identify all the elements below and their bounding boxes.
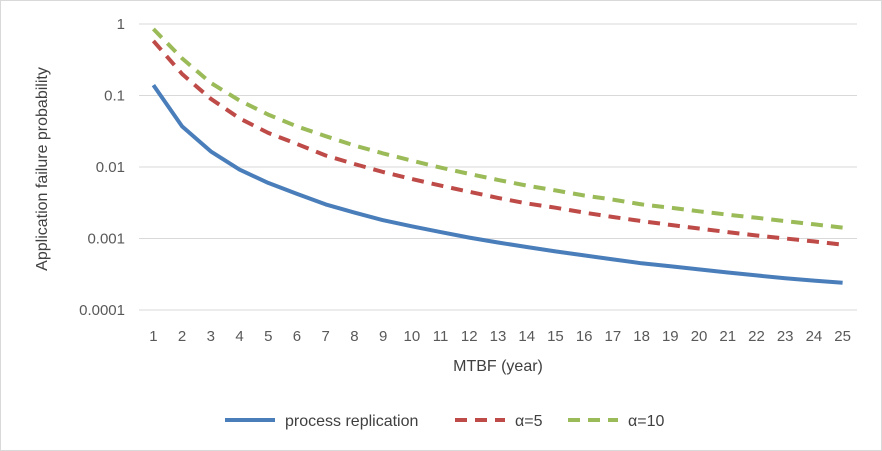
x-tick-label: 10 bbox=[403, 328, 420, 345]
legend: process replication α=5 α=10 bbox=[225, 413, 664, 430]
y-tick-label: 1 bbox=[117, 16, 125, 33]
x-tick-label: 4 bbox=[235, 328, 243, 345]
grid-layer bbox=[139, 23, 857, 311]
y-axis-tick-labels: 1 0.1 0.01 0.001 0.0001 bbox=[79, 16, 125, 319]
x-tick-label: 9 bbox=[379, 328, 387, 345]
x-tick-label: 14 bbox=[518, 328, 535, 345]
y-tick-label: 0.0001 bbox=[79, 302, 125, 319]
x-tick-label: 24 bbox=[806, 328, 823, 345]
y-tick-label: 0.001 bbox=[87, 231, 125, 248]
x-tick-label: 16 bbox=[576, 328, 593, 345]
x-tick-label: 21 bbox=[719, 328, 736, 345]
x-tick-label: 5 bbox=[264, 328, 272, 345]
legend-label-1: process replication bbox=[285, 413, 418, 430]
x-tick-label: 12 bbox=[461, 328, 478, 345]
x-tick-label: 8 bbox=[350, 328, 358, 345]
y-tick-label: 0.1 bbox=[104, 88, 125, 105]
series-line-2 bbox=[151, 39, 843, 247]
x-tick-label: 23 bbox=[777, 328, 794, 345]
x-tick-label: 19 bbox=[662, 328, 679, 345]
x-tick-label: 3 bbox=[207, 328, 215, 345]
x-axis-tick-labels: 1 2 3 4 5 6 7 8 9 10 11 12 13 14 15 16 17 18 19 20 21 22 23 24 2… bbox=[149, 328, 851, 345]
x-tick-label: 25 bbox=[834, 328, 851, 345]
legend-label-3: α=10 bbox=[628, 413, 664, 430]
y-tick-label: 0.01 bbox=[96, 159, 125, 176]
x-tick-label: 20 bbox=[691, 328, 708, 345]
x-axis-title: MTBF (year) bbox=[453, 358, 543, 375]
legend-label-2: α=5 bbox=[515, 413, 543, 430]
x-tick-label: 7 bbox=[322, 328, 330, 345]
series-line-1 bbox=[151, 83, 843, 285]
x-tick-label: 17 bbox=[605, 328, 622, 345]
x-tick-label: 1 bbox=[149, 328, 157, 345]
x-tick-label: 6 bbox=[293, 328, 301, 345]
x-tick-label: 2 bbox=[178, 328, 186, 345]
x-tick-label: 13 bbox=[490, 328, 507, 345]
x-tick-label: 11 bbox=[433, 328, 449, 345]
series-layer bbox=[151, 27, 843, 285]
x-tick-label: 18 bbox=[633, 328, 650, 345]
x-tick-label: 22 bbox=[748, 328, 765, 345]
x-tick-label: 15 bbox=[547, 328, 564, 345]
y-axis-title: Application failure probability bbox=[34, 67, 51, 271]
series-line-3 bbox=[151, 27, 843, 230]
